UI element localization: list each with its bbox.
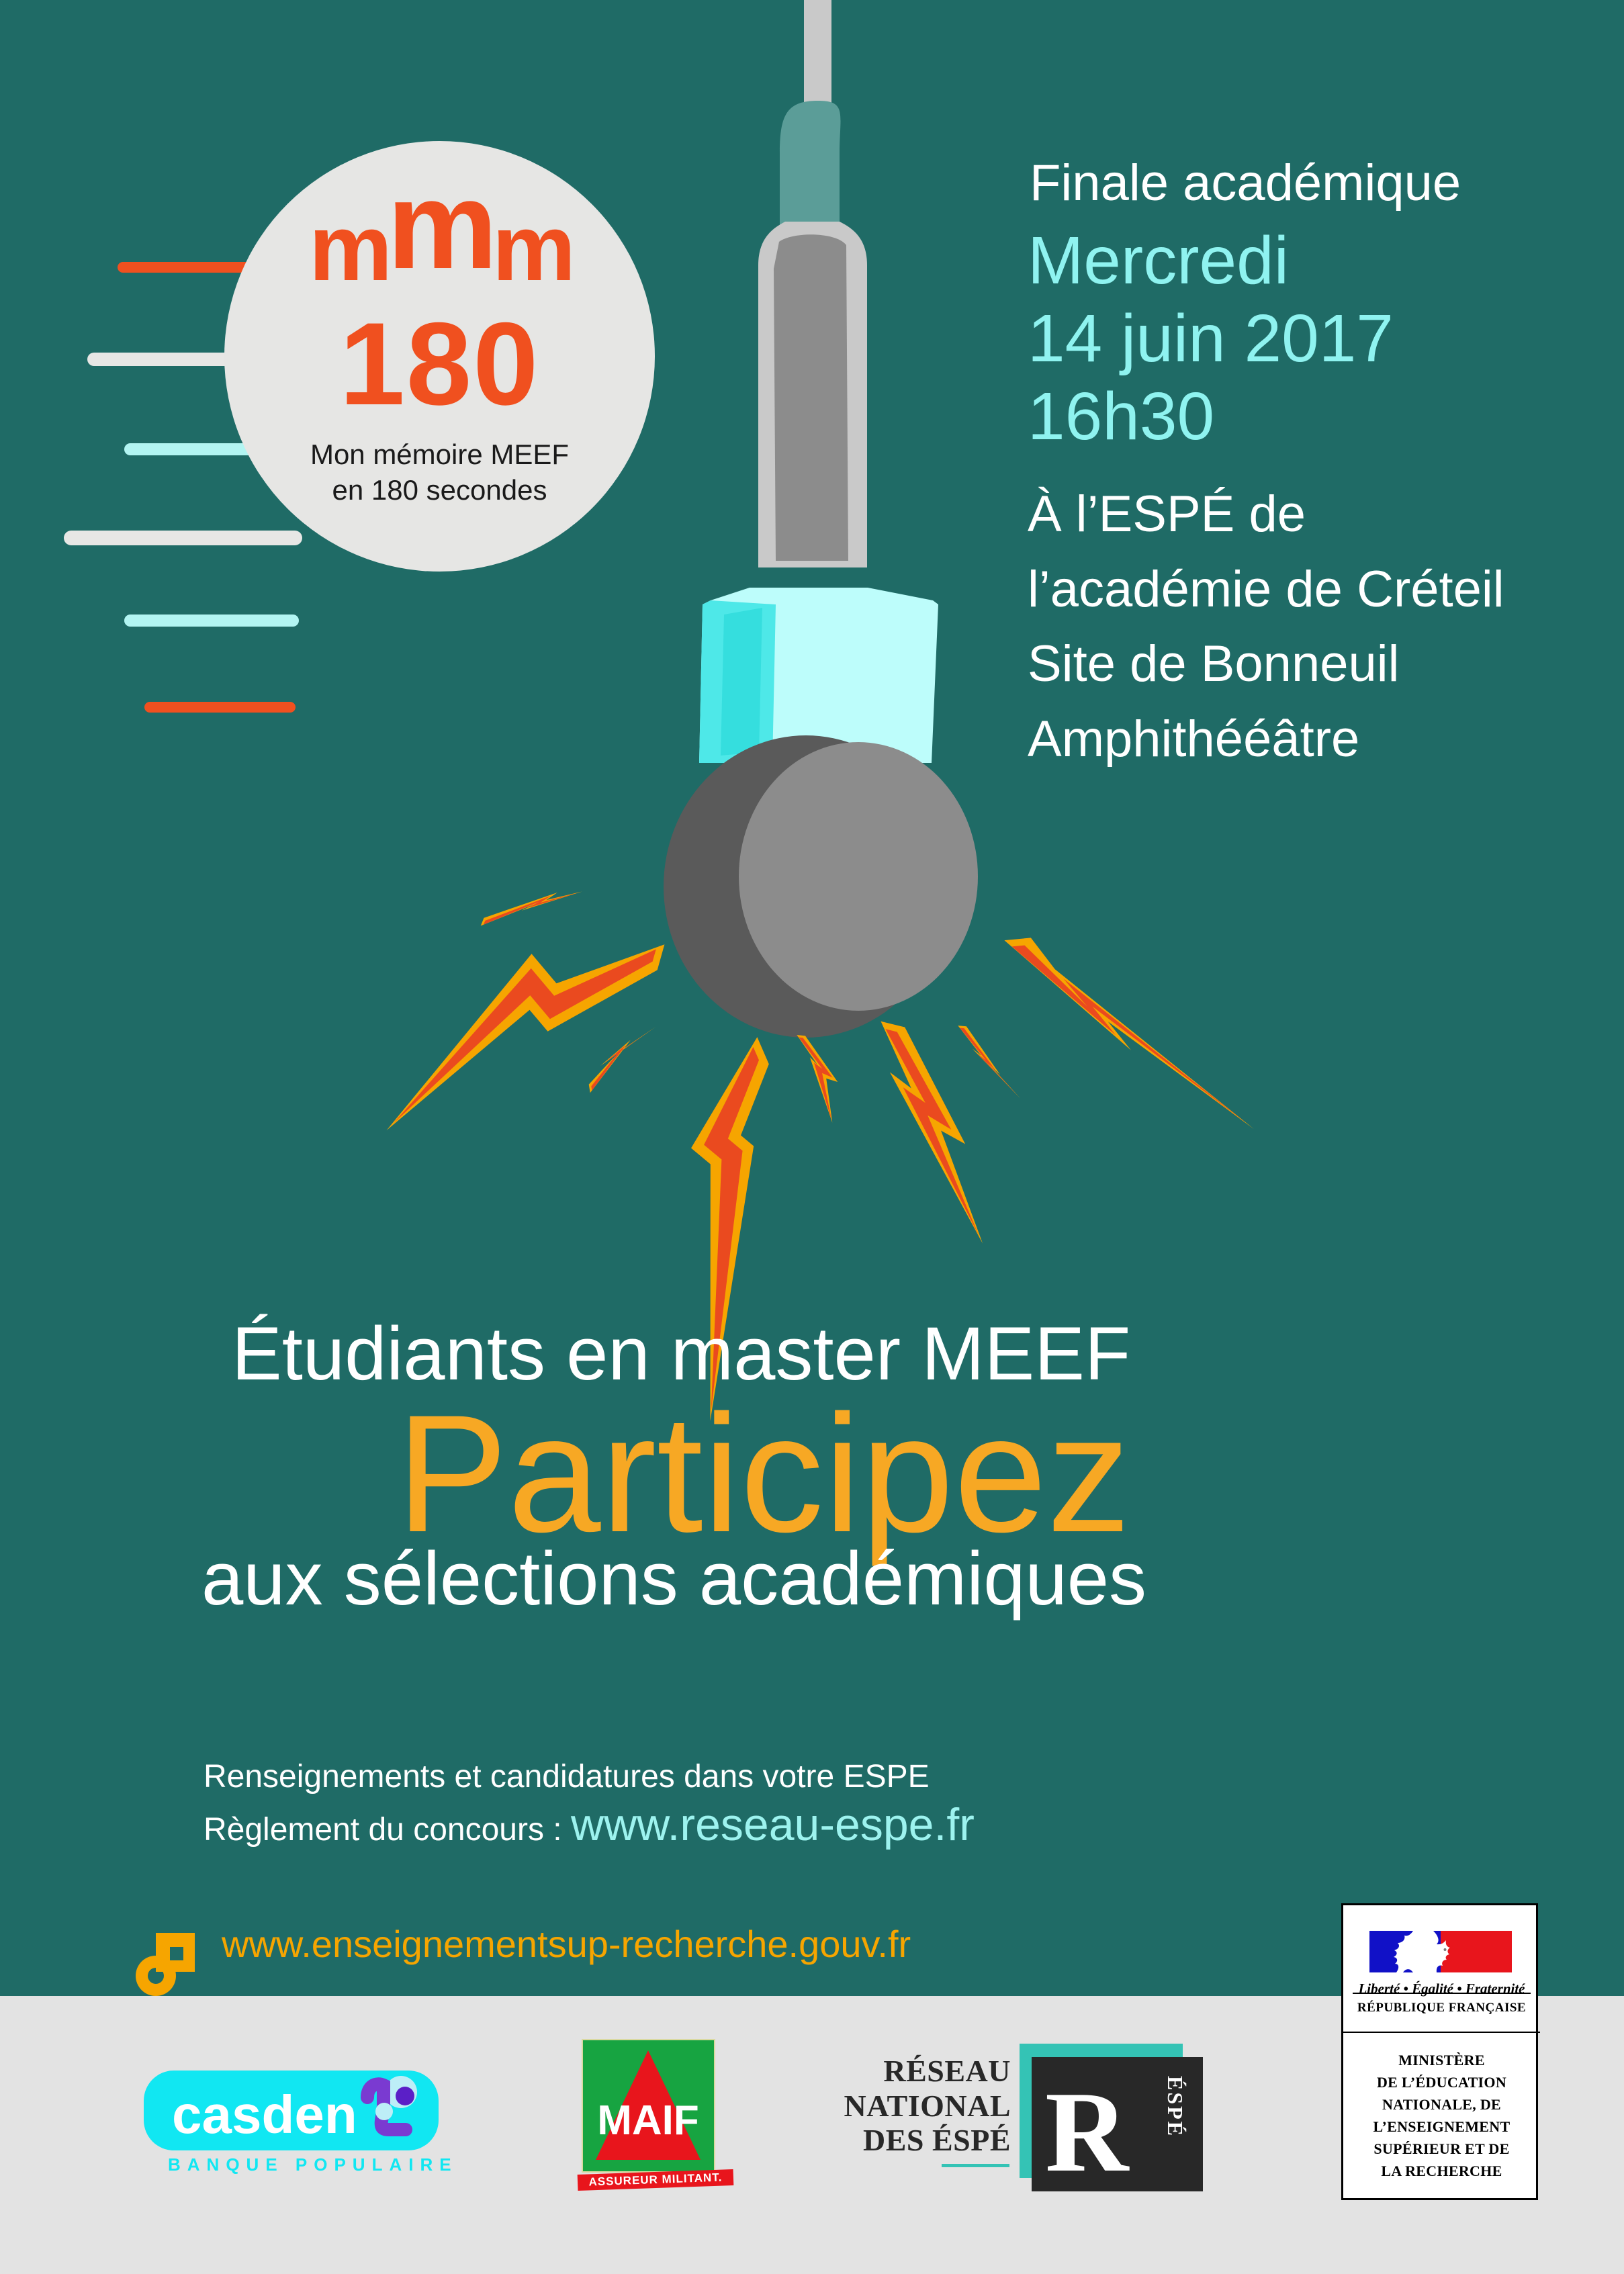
svg-text:MAIF: MAIF (597, 2097, 699, 2144)
